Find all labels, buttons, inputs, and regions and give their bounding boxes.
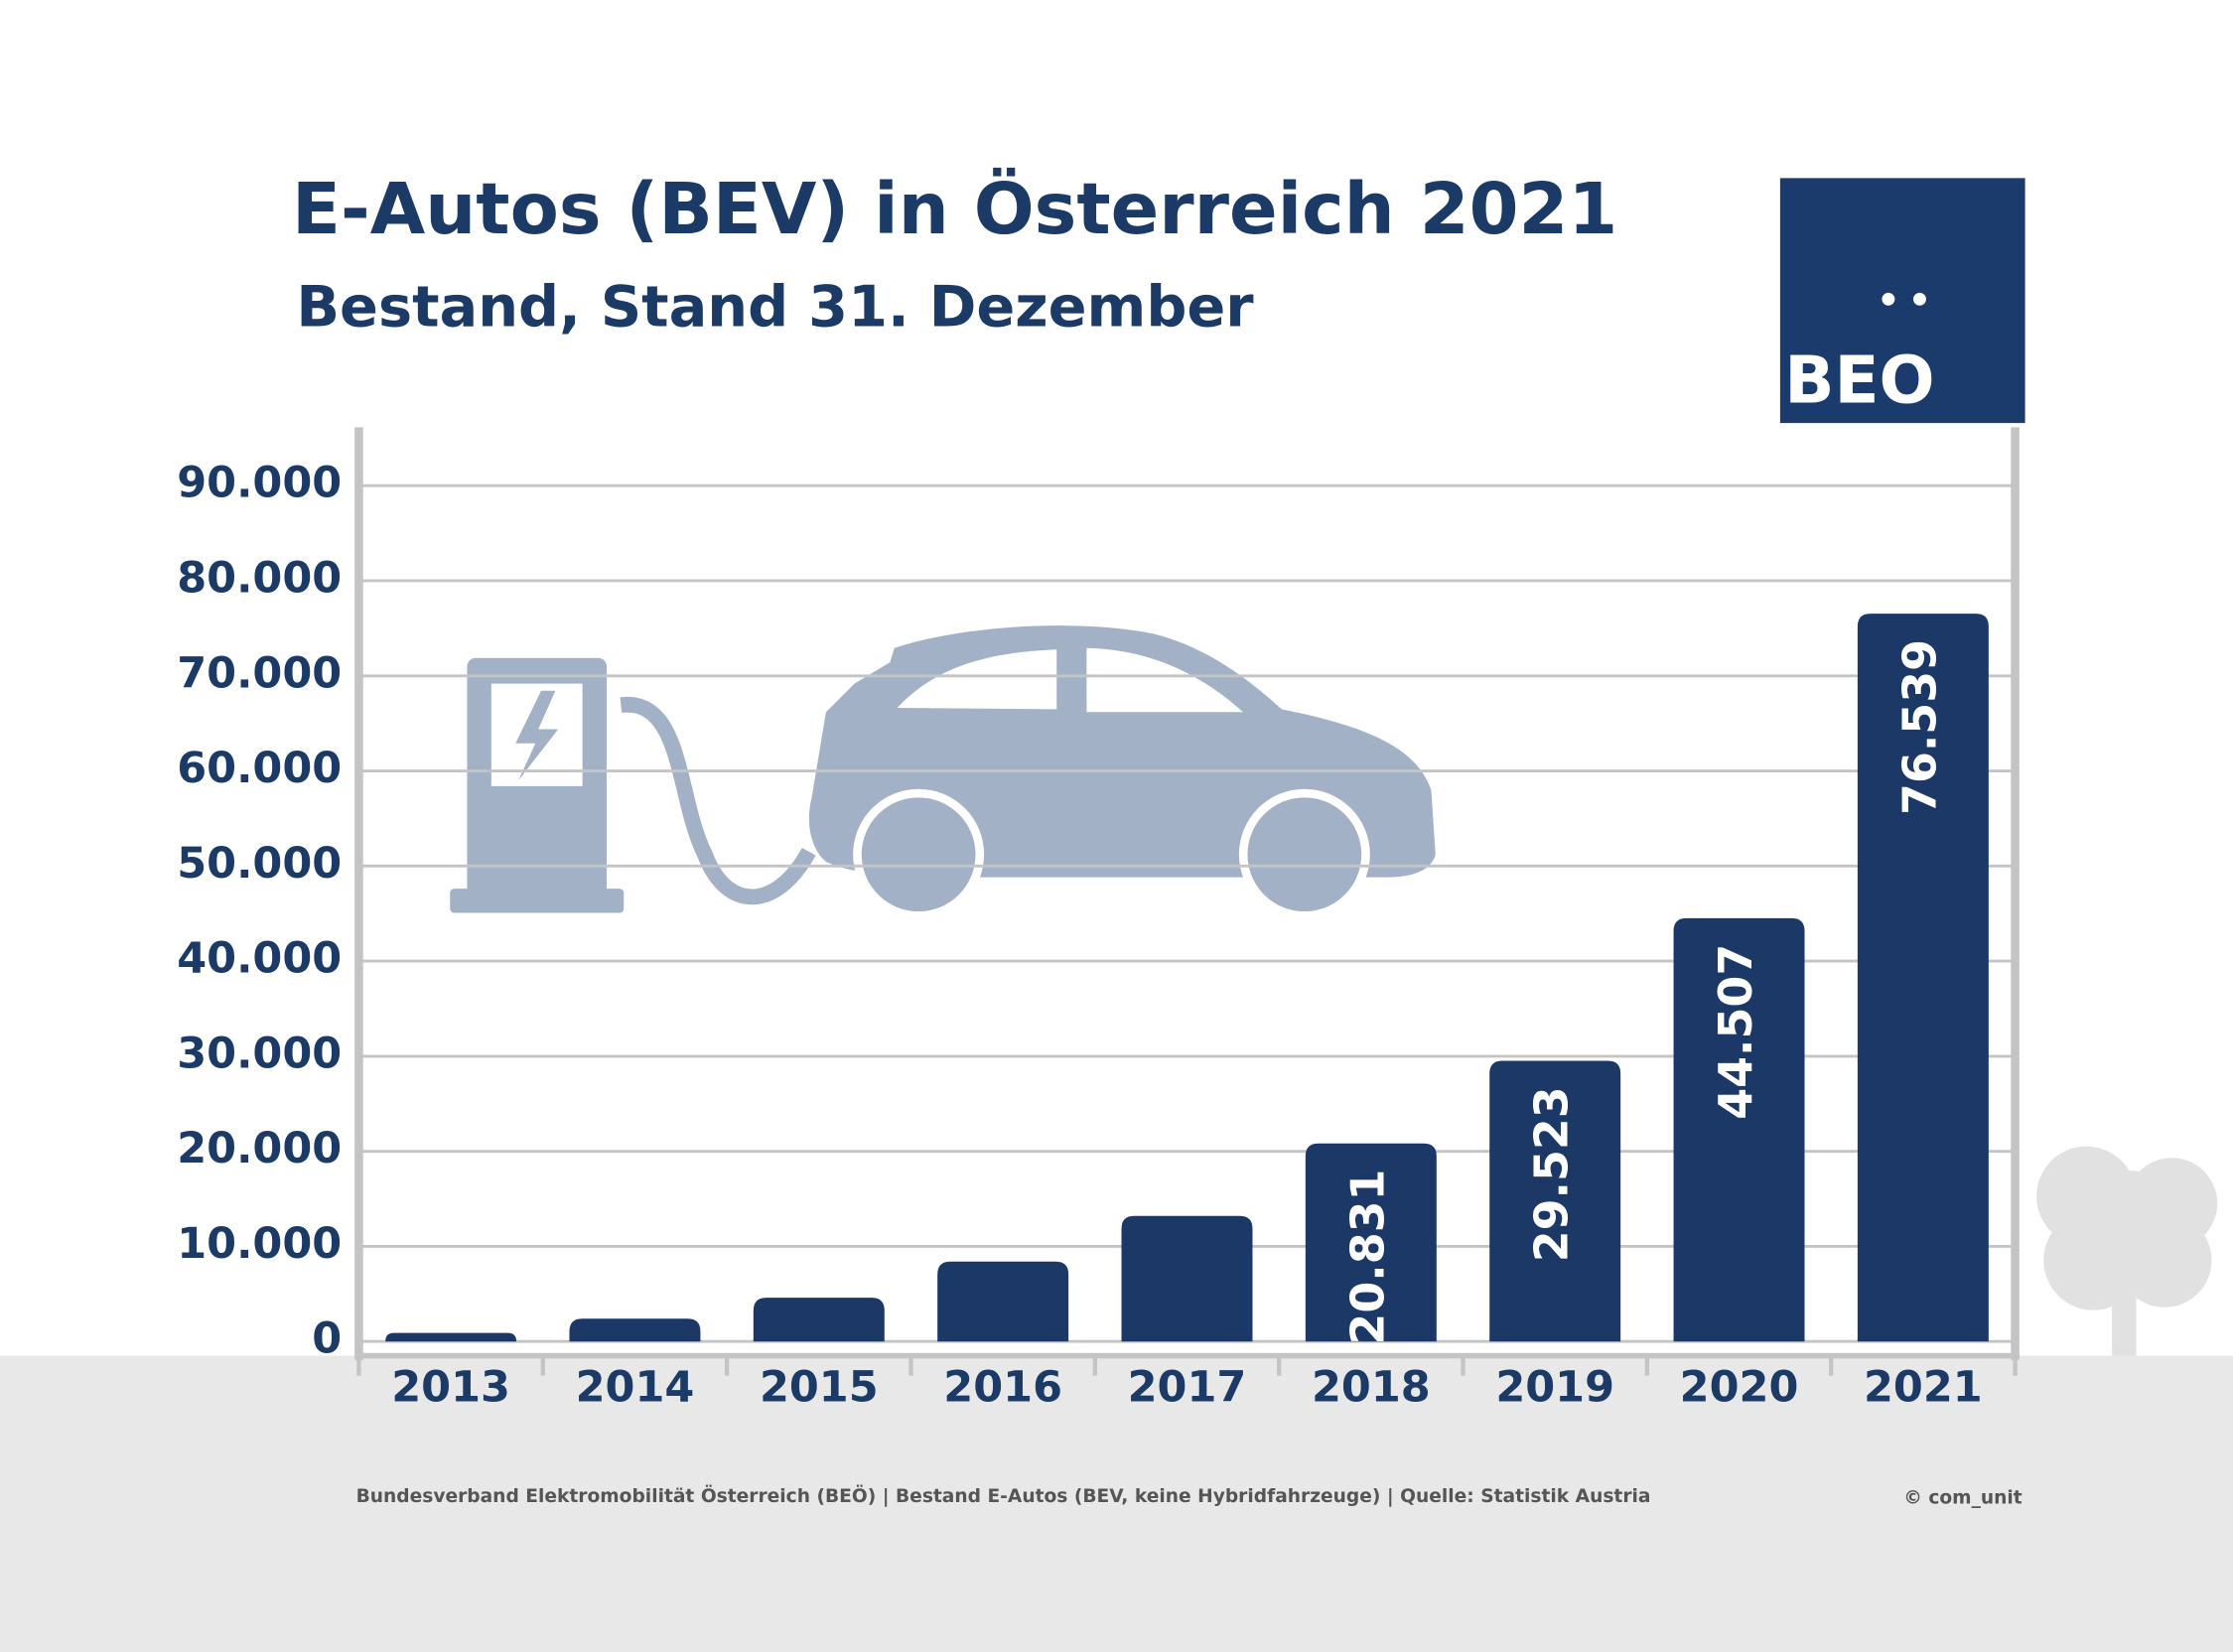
- y-tick-label: 80.000: [177, 553, 342, 603]
- footer-credit: © com_unit: [1903, 1487, 2023, 1508]
- y-tick-label: 10.000: [177, 1219, 342, 1269]
- chart-title: E-Autos (BEV) in Österreich 2021: [292, 167, 1617, 250]
- logo-dot: [1882, 292, 1895, 306]
- x-tick-label: 2015: [760, 1362, 879, 1412]
- ground: [0, 1355, 2233, 1652]
- value-label: 44.507: [1709, 944, 1762, 1120]
- bar: [1305, 1143, 1437, 1342]
- logo-dot: [1912, 292, 1926, 306]
- x-tick-label: 2017: [1128, 1362, 1247, 1412]
- y-tick-label: 0: [312, 1314, 342, 1364]
- x-tick-label: 2020: [1680, 1362, 1799, 1412]
- bar: [569, 1318, 701, 1342]
- y-tick-label: 20.000: [177, 1124, 342, 1173]
- value-label: 29.523: [1525, 1086, 1579, 1262]
- bar: [1857, 614, 1989, 1342]
- value-label: 76.539: [1892, 639, 1946, 815]
- x-tick-label: 2021: [1864, 1362, 1983, 1412]
- x-tick-label: 2019: [1495, 1362, 1614, 1412]
- value-label: 20.831: [1340, 1170, 1394, 1345]
- y-tick-label: 90.000: [177, 459, 342, 508]
- footer-source: Bundesverband Elektromobilität Österreic…: [356, 1483, 1651, 1507]
- bar: [753, 1298, 885, 1342]
- tree-icon: [2036, 1146, 2218, 1356]
- x-tick-label: 2016: [943, 1362, 1062, 1412]
- bar: [1121, 1215, 1253, 1342]
- x-tick-label: 2013: [391, 1362, 510, 1412]
- y-tick-label: 30.000: [177, 1029, 342, 1078]
- logo-box: [1779, 178, 2025, 424]
- y-tick-label: 60.000: [177, 744, 342, 793]
- y-tick-label: 50.000: [177, 839, 342, 889]
- charging-icon: [450, 625, 1436, 920]
- logo-text: BEO: [1784, 342, 1934, 418]
- x-tick-label: 2018: [1312, 1362, 1431, 1412]
- chart-subtitle: Bestand, Stand 31. Dezember: [296, 273, 1254, 340]
- y-tick-label: 40.000: [177, 934, 342, 984]
- bar: [1673, 917, 1805, 1342]
- bar: [1489, 1060, 1621, 1342]
- bar: [937, 1261, 1069, 1342]
- x-tick-label: 2014: [576, 1362, 695, 1412]
- y-tick-label: 70.000: [177, 648, 342, 698]
- bar: [385, 1332, 517, 1342]
